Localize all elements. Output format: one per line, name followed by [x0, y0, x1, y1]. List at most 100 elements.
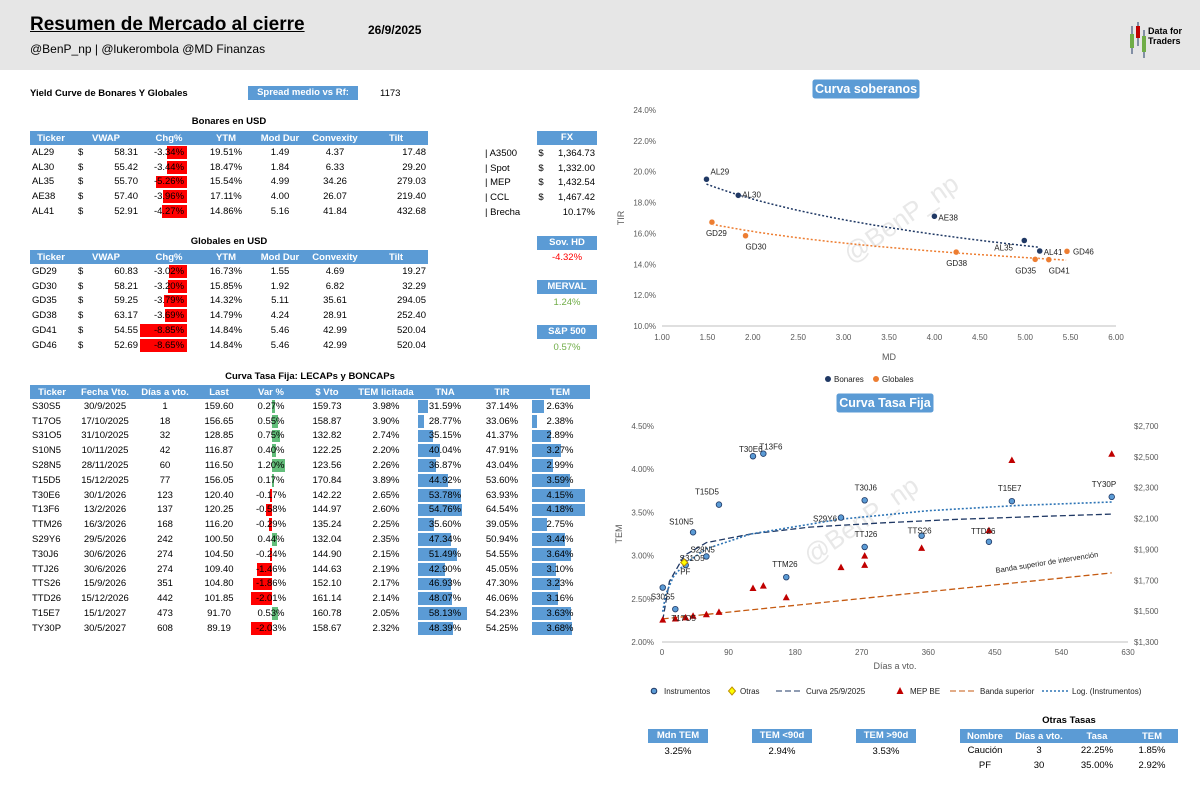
- vwap-cell: $60.83: [72, 264, 140, 279]
- var-text: 0.55%: [257, 415, 285, 427]
- ytm-cell: 19.51%: [209, 146, 243, 158]
- chg-cell: -4.27%: [140, 204, 198, 219]
- data-label: T13F6: [759, 443, 783, 452]
- last-cell: 116.87: [204, 445, 234, 457]
- tna-cell: 42.90%: [416, 562, 474, 577]
- tem-licitada-cell: 2.17%: [372, 578, 400, 590]
- conv-cell: 41.84: [323, 206, 347, 218]
- tem-licitada-cell: 2.25%: [372, 519, 400, 531]
- conv-cell: 6.33: [325, 161, 345, 173]
- column-header: Ticker: [30, 250, 72, 264]
- tem-licitada-cell: 3.89%: [372, 474, 400, 486]
- chg-cell: -3.34%: [140, 145, 198, 160]
- tir-cell: 64.54%: [485, 504, 519, 516]
- var-cell: -2.01%: [244, 591, 298, 606]
- data-label: T17O5: [671, 614, 696, 623]
- tna-text: 28.77%: [428, 415, 462, 427]
- column-header: Convexity: [306, 131, 364, 145]
- var-cell: -0.24%: [244, 547, 298, 562]
- fx-currency: $: [538, 162, 544, 174]
- column-header: TEM licitada: [356, 385, 416, 399]
- tir-cell: 43.04%: [485, 460, 519, 472]
- tir-cell: 33.06%: [485, 415, 519, 427]
- vwap-cell: $52.69: [72, 338, 140, 353]
- tem-text: 2.75%: [546, 519, 574, 531]
- fx-value: 1,432.54: [558, 177, 595, 189]
- tilt-cell: 520.04: [396, 325, 426, 337]
- dias-cell: 30: [1033, 759, 1045, 771]
- tna-cell: 46.93%: [416, 577, 474, 592]
- tna-cell: 28.77%: [416, 414, 474, 429]
- conv-cell: 28.91: [323, 310, 347, 322]
- y-tick-label: 10.0%: [633, 322, 656, 331]
- table-row: TTJ26 30/6/2026 274 109.40 -1.46% 144.63 2.19%…: [30, 562, 590, 577]
- fx-value: 1,364.73: [558, 147, 595, 159]
- vwap-value: 57.40: [114, 191, 138, 203]
- y-tick-label: 3.50%: [631, 508, 654, 517]
- data-label: TY30P: [1092, 480, 1116, 489]
- chg-cell-text: -3.96%: [153, 191, 185, 203]
- fx-name: | Spot: [485, 162, 510, 174]
- data-point: [735, 192, 742, 199]
- header-bar: [0, 0, 1200, 70]
- currency: $: [78, 176, 84, 188]
- var-text: 0.17%: [257, 474, 285, 486]
- currency: $: [78, 161, 84, 173]
- fx-name: | Brecha: [485, 207, 521, 219]
- tem-cell: 4.15%: [530, 488, 590, 503]
- tem-text: 4.15%: [546, 489, 574, 501]
- mdn-tem-value: 3.25%: [664, 746, 692, 757]
- fx-title: FX: [537, 131, 597, 145]
- y2-tick-label: $2,700: [1134, 422, 1159, 431]
- tem-licitada-cell: 2.19%: [372, 563, 400, 575]
- sp500-value: 0.57%: [553, 342, 581, 353]
- conv-cell: 6.82: [325, 280, 345, 292]
- mep-be-marker: [689, 612, 697, 619]
- chg-cell-text: -3.79%: [153, 295, 185, 307]
- tem-cell: 4.18%: [530, 503, 590, 518]
- vto-cell: 132.04: [312, 534, 342, 546]
- dur-cell: 1.84: [270, 161, 290, 173]
- tem-text: 3.44%: [546, 534, 574, 546]
- fecha-cell: 30/9/2025: [83, 400, 127, 412]
- x-tick-label: 3.00: [836, 333, 852, 342]
- tem-cell: 2.92%: [1138, 759, 1166, 771]
- ticker-cell: S31O5: [32, 430, 62, 442]
- table-row: AL41 $52.91 -4.27% 14.86% 5.16 41.84 432.68: [30, 204, 428, 219]
- page-title: Resumen de Mercado al cierre: [30, 14, 305, 35]
- column-header: Convexity: [306, 250, 364, 264]
- logo-text: Data for Traders: [1148, 26, 1183, 46]
- tilt-cell: 279.03: [396, 176, 426, 188]
- table-row: AL35 $55.70 -5.26% 15.54% 4.99 34.26 279.03: [30, 175, 428, 190]
- ticker-cell: S30S5: [32, 400, 61, 412]
- chg-cell-text: -3.69%: [153, 310, 185, 322]
- tem-licitada-cell: 2.74%: [372, 430, 400, 442]
- dur-cell: 5.16: [270, 206, 290, 218]
- y-tick-label: 22.0%: [633, 137, 656, 146]
- instrumento-marker: [918, 532, 925, 539]
- data-point: [742, 232, 749, 239]
- column-header: Tilt: [364, 131, 428, 145]
- ticker-cell: TTJ26: [32, 563, 59, 575]
- vwap-cell: $55.42: [72, 160, 140, 175]
- table-row: T15D5 15/12/2025 77 156.05 0.17% 170.84 3.89% 4…: [30, 473, 590, 488]
- tem-licitada-cell: 2.15%: [372, 548, 400, 560]
- chg-cell: -3.96%: [140, 189, 198, 204]
- fecha-cell: 17/10/2025: [81, 415, 129, 427]
- ticker-cell: GD38: [32, 310, 57, 322]
- data-label: AL41: [1044, 248, 1063, 257]
- otras-title: Otras Tasas: [1042, 715, 1096, 726]
- table-row: S29Y6 29/5/2026 242 100.50 0.44% 132.04 2.35% 4…: [30, 532, 590, 547]
- currency: $: [78, 146, 84, 158]
- instrumento-marker: [1008, 497, 1016, 505]
- column-header: Chg%: [140, 131, 198, 145]
- vwap-cell: $58.31: [72, 145, 140, 160]
- currency: $: [78, 339, 84, 351]
- instrumento-marker: [760, 450, 767, 457]
- mep-be-marker: [671, 615, 679, 622]
- ytm-cell: 14.84%: [209, 325, 243, 337]
- tna-text: 31.59%: [428, 400, 462, 412]
- var-cell: 0.27%: [244, 399, 298, 414]
- fecha-cell: 15/12/2025: [81, 474, 129, 486]
- table-row: TTS26 15/9/2026 351 104.80 -1.86% 152.10 2.17%…: [30, 577, 590, 592]
